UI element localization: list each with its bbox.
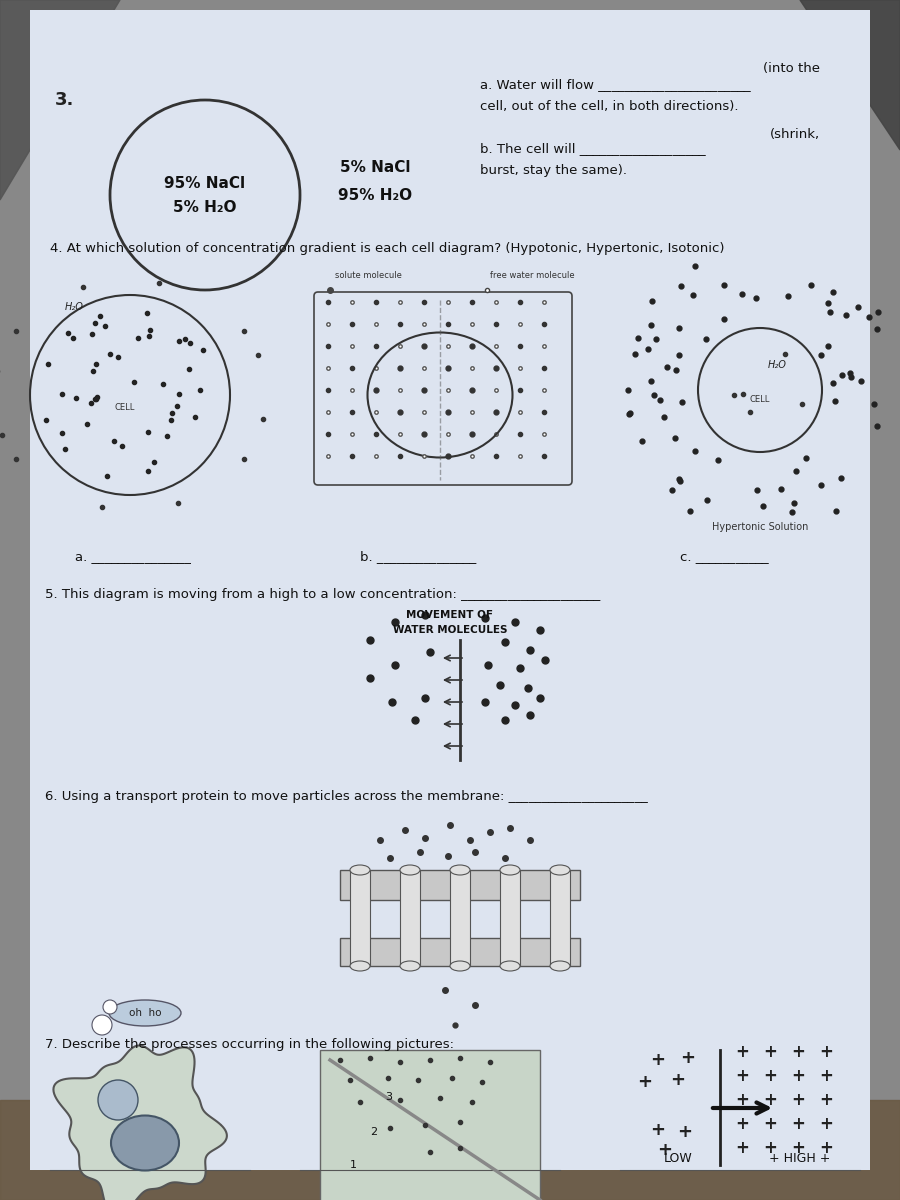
Text: +: + [819, 1067, 832, 1085]
Ellipse shape [111, 1116, 179, 1170]
Circle shape [103, 1000, 117, 1014]
Bar [500, 870, 520, 966]
Bar [320, 1050, 540, 1200]
Text: 1: 1 [350, 1160, 357, 1170]
Text: +: + [678, 1123, 692, 1141]
Ellipse shape [350, 961, 370, 971]
Text: a. Water will flow _______________________: a. Water will flow _____________________… [480, 78, 751, 91]
Text: a. _______________: a. _______________ [75, 550, 191, 563]
Text: solute molecule: solute molecule [335, 271, 402, 280]
Ellipse shape [550, 961, 570, 971]
Text: 3.: 3. [55, 91, 75, 109]
Polygon shape [800, 0, 900, 150]
Text: +: + [819, 1139, 832, 1157]
Text: +: + [735, 1115, 749, 1133]
Text: +: + [680, 1049, 696, 1067]
Text: 2: 2 [370, 1127, 377, 1138]
Text: free water molecule: free water molecule [490, 271, 574, 280]
Bar [450, 870, 470, 966]
Text: H₂O: H₂O [65, 302, 84, 312]
Text: +: + [651, 1051, 665, 1069]
Text: (into the: (into the [763, 62, 820, 74]
Text: +: + [791, 1091, 805, 1109]
Ellipse shape [450, 961, 470, 971]
Text: +: + [658, 1141, 672, 1159]
Ellipse shape [500, 961, 520, 971]
Text: LOW: LOW [663, 1152, 692, 1165]
Text: +: + [763, 1091, 777, 1109]
Text: +: + [819, 1043, 832, 1061]
Text: 6. Using a transport protein to move particles across the membrane: ____________: 6. Using a transport protein to move par… [45, 790, 648, 803]
Text: +: + [735, 1067, 749, 1085]
Text: (shrink,: (shrink, [770, 128, 820, 140]
Text: +: + [735, 1139, 749, 1157]
Text: WATER MOLECULES: WATER MOLECULES [392, 625, 508, 635]
Text: +: + [637, 1073, 652, 1091]
Ellipse shape [450, 865, 470, 875]
Text: burst, stay the same).: burst, stay the same). [480, 164, 627, 176]
Text: 5% NaCl: 5% NaCl [340, 161, 410, 175]
Circle shape [98, 1080, 138, 1120]
Text: +: + [819, 1091, 832, 1109]
Ellipse shape [550, 865, 570, 875]
Circle shape [92, 1015, 112, 1034]
Text: +: + [735, 1091, 749, 1109]
Text: +: + [763, 1115, 777, 1133]
Text: 95% H₂O: 95% H₂O [338, 187, 412, 203]
Bar [400, 870, 420, 966]
Text: +: + [670, 1070, 686, 1090]
Text: +: + [651, 1121, 665, 1139]
Text: MOVEMENT OF: MOVEMENT OF [407, 610, 493, 620]
Bar [350, 870, 370, 966]
Text: cell, out of the cell, in both directions).: cell, out of the cell, in both direction… [480, 100, 739, 113]
Text: b. _______________: b. _______________ [360, 550, 476, 563]
Text: +: + [763, 1067, 777, 1085]
Text: H₂O: H₂O [768, 360, 787, 370]
Text: 4. At which solution of concentration gradient is each cell diagram? (Hypotonic,: 4. At which solution of concentration gr… [50, 242, 724, 254]
Bar [340, 938, 580, 966]
Text: +: + [763, 1139, 777, 1157]
Text: +: + [819, 1115, 832, 1133]
Text: +: + [763, 1043, 777, 1061]
Ellipse shape [350, 865, 370, 875]
Text: +: + [735, 1043, 749, 1061]
Polygon shape [53, 1045, 227, 1200]
Polygon shape [0, 0, 120, 200]
Text: +: + [791, 1115, 805, 1133]
Text: + HIGH +: + HIGH + [770, 1152, 831, 1165]
Text: CELL: CELL [750, 395, 770, 404]
Bar [340, 870, 580, 900]
Text: 3: 3 [385, 1092, 392, 1102]
Text: c. ___________: c. ___________ [680, 550, 769, 563]
Ellipse shape [500, 865, 520, 875]
Polygon shape [0, 1100, 900, 1200]
Text: 5. This diagram is moving from a high to a low concentration: __________________: 5. This diagram is moving from a high to… [45, 588, 600, 601]
Text: 7. Describe the processes occurring in the following pictures:: 7. Describe the processes occurring in t… [45, 1038, 454, 1051]
Ellipse shape [400, 961, 420, 971]
Text: Hypertonic Solution: Hypertonic Solution [712, 522, 808, 532]
Text: b. The cell will ___________________: b. The cell will ___________________ [480, 142, 706, 155]
Text: +: + [791, 1043, 805, 1061]
Text: oh  ho: oh ho [129, 1008, 161, 1018]
Bar [550, 870, 570, 966]
Text: CELL: CELL [115, 403, 135, 412]
Text: +: + [791, 1139, 805, 1157]
Ellipse shape [109, 1000, 181, 1026]
Text: +: + [791, 1067, 805, 1085]
Text: 5% H₂O: 5% H₂O [173, 199, 237, 215]
Text: 95% NaCl: 95% NaCl [165, 175, 246, 191]
Circle shape [698, 328, 822, 452]
Ellipse shape [400, 865, 420, 875]
